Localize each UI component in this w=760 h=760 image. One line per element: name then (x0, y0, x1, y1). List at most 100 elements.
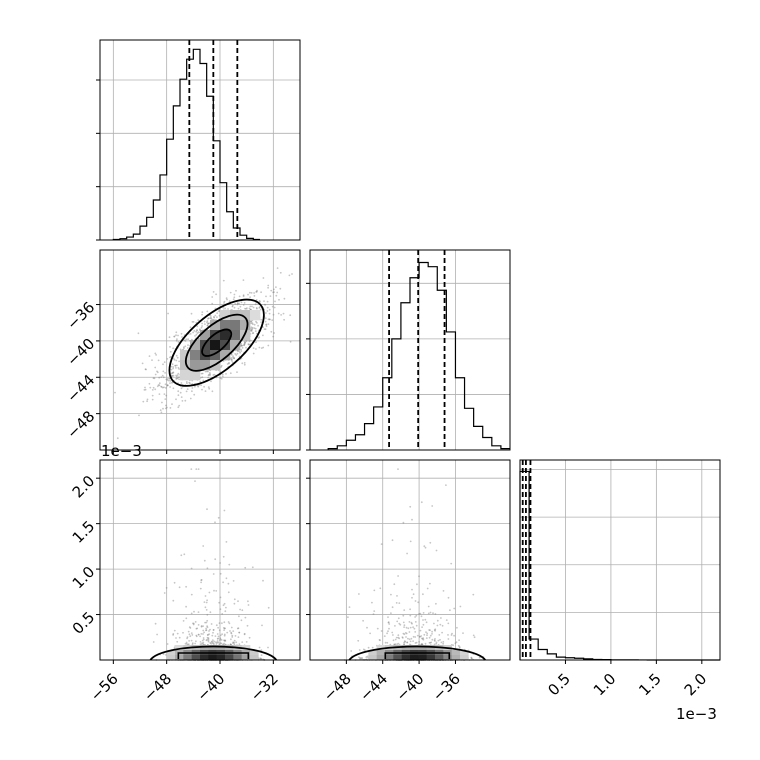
density-cell (200, 360, 211, 371)
scatter-point (219, 639, 221, 641)
scatter-point (265, 323, 268, 326)
scatter-point (213, 640, 216, 643)
scatter-point (233, 357, 236, 360)
scatter-point (220, 639, 223, 641)
density-cell (210, 320, 221, 331)
scatter-point (431, 638, 434, 641)
scatter-point (440, 617, 442, 619)
scatter-point (145, 368, 147, 371)
scatter-point (472, 593, 475, 596)
scatter-point (259, 657, 262, 660)
scatter-point (441, 624, 444, 627)
scatter-point (435, 641, 438, 644)
scatter-point (172, 374, 175, 377)
scatter-point (169, 407, 172, 409)
scatter-point (261, 624, 263, 627)
scatter-point (233, 296, 236, 299)
scatter-point (251, 322, 254, 324)
scatter-point (392, 634, 394, 636)
scatter-point (388, 623, 391, 625)
scatter-point (207, 322, 210, 325)
scatter-point (445, 484, 447, 486)
scatter-point (176, 364, 178, 367)
scatter-point (260, 318, 263, 321)
scatter-point (243, 343, 246, 345)
scatter-point (235, 289, 237, 292)
scatter-point (361, 657, 363, 659)
scatter-point (164, 398, 167, 400)
scatter-point (398, 637, 401, 640)
scatter-point (172, 633, 175, 635)
scatter-point (436, 619, 439, 622)
scatter-point (195, 333, 198, 336)
scatter-point (249, 291, 251, 294)
scatter-point (223, 639, 225, 642)
scatter-point (420, 643, 423, 646)
scatter-point (208, 373, 210, 376)
scatter-point (237, 600, 239, 603)
scatter-point (155, 354, 158, 356)
scatter-point (237, 302, 239, 305)
scatter-point (171, 372, 174, 375)
scatter-point (174, 364, 177, 367)
scatter-point (395, 602, 398, 604)
scatter-point (211, 390, 214, 393)
scatter-point (206, 625, 209, 627)
scatter-point (243, 362, 246, 364)
scatter-point (225, 606, 227, 609)
scatter-point (384, 641, 387, 644)
scatter-point (411, 588, 413, 591)
scatter-point (267, 286, 269, 289)
scatter-point (138, 414, 140, 417)
scatter-point (206, 508, 208, 511)
scatter-point (170, 372, 173, 375)
scatter-point (258, 306, 261, 308)
scatter-point (409, 640, 412, 643)
scatter-point (201, 639, 204, 642)
scatter-point (200, 372, 203, 375)
scatter-point (201, 372, 204, 375)
scatter-point (218, 622, 221, 624)
density-cell (175, 655, 184, 661)
scatter-point (360, 657, 363, 660)
scatter-point (166, 406, 168, 409)
x-tick-label: 1.5 (635, 670, 665, 700)
scatter-point (240, 348, 243, 351)
scatter-point (148, 355, 151, 357)
histogram-panel-param2 (306, 249, 511, 451)
scatter-point (396, 595, 398, 597)
scatter-point (175, 637, 177, 639)
scatter-point (241, 362, 244, 365)
scatter-point (162, 376, 165, 379)
scatter-point (251, 305, 253, 308)
scatter-point (195, 634, 198, 637)
scatter-point (199, 380, 202, 383)
histogram-steps (519, 470, 720, 661)
scatter-point (221, 613, 224, 615)
scatter-point (158, 382, 161, 385)
y-tick-label: 1.0 (69, 563, 99, 593)
scatter-point (273, 288, 275, 291)
scatter-point (160, 385, 163, 388)
scatter-point (228, 362, 230, 365)
density-cell (230, 330, 241, 341)
scatter-point (436, 624, 439, 627)
scatter-point (260, 654, 263, 656)
scatter-point (195, 635, 198, 638)
scatter-point (182, 631, 184, 634)
y-tick-label: −44 (63, 371, 98, 406)
scatter-point (255, 320, 257, 323)
scatter-point (175, 374, 178, 377)
scatter-point (403, 641, 405, 644)
y-offset-text: 1e−3 (101, 442, 142, 460)
scatter-point (280, 314, 282, 316)
scatter-point (223, 602, 226, 605)
density-cell (435, 655, 444, 661)
density-cell (220, 320, 231, 331)
scatter-point (188, 626, 191, 628)
scatter-point (178, 636, 181, 639)
scatter-point (402, 614, 405, 617)
contour-line (384, 652, 451, 659)
scatter-point (242, 294, 245, 297)
